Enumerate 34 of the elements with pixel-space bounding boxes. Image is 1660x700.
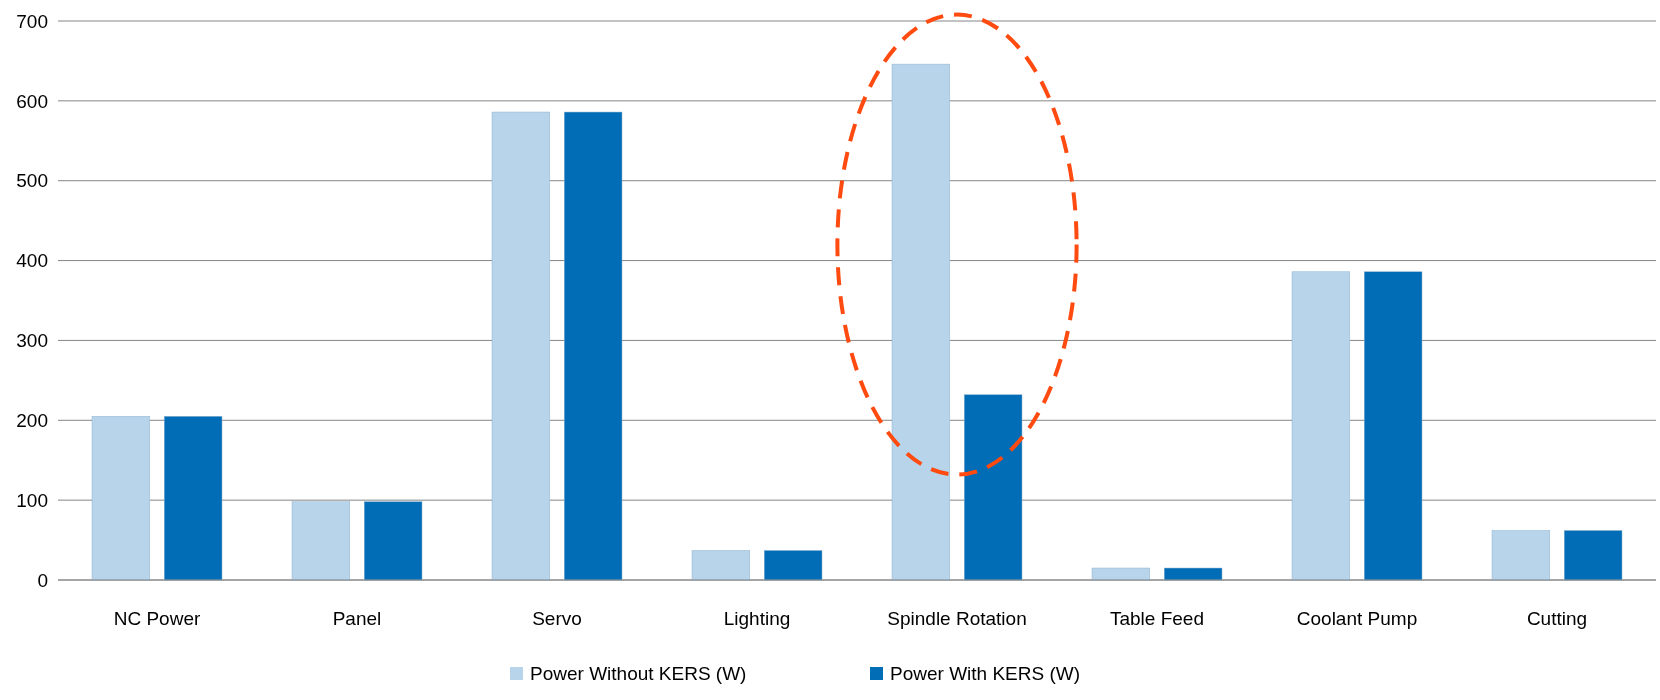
legend-label: Power Without KERS (W) [530, 663, 747, 684]
bar [1563, 530, 1623, 581]
x-tick-label: Coolant Pump [1296, 608, 1418, 629]
x-tick-label: Servo [532, 608, 582, 629]
bar [291, 501, 351, 581]
y-tick-label: 500 [16, 170, 48, 192]
bar [691, 550, 751, 581]
bar [1163, 567, 1223, 581]
bar [491, 111, 551, 581]
bar [1091, 567, 1151, 581]
bar [1291, 271, 1351, 581]
bar [763, 550, 823, 581]
legend-label: Power With KERS (W) [890, 663, 1081, 684]
x-tick-label: Table Feed [1109, 608, 1205, 629]
y-tick-label: 600 [16, 90, 48, 112]
y-tick-label: 100 [16, 489, 48, 511]
bar [1491, 530, 1551, 581]
bar [363, 501, 423, 581]
y-tick-label: 400 [16, 250, 48, 272]
x-tick-label: Lighting [723, 608, 791, 629]
y-tick-label: 700 [16, 10, 48, 32]
y-tick-label: 0 [37, 569, 48, 591]
x-tick-label: Spindle Rotation [887, 608, 1027, 629]
bar [563, 111, 623, 581]
x-tick-label: Cutting [1526, 608, 1588, 629]
y-tick-label: 200 [16, 409, 48, 431]
bar [1363, 271, 1423, 581]
bar [163, 416, 223, 581]
x-tick-label: NC Power [113, 608, 201, 629]
bar [891, 63, 951, 581]
bar [91, 416, 151, 581]
x-tick-label: Panel [332, 608, 382, 629]
y-tick-label: 300 [16, 330, 48, 352]
bar [963, 394, 1023, 581]
